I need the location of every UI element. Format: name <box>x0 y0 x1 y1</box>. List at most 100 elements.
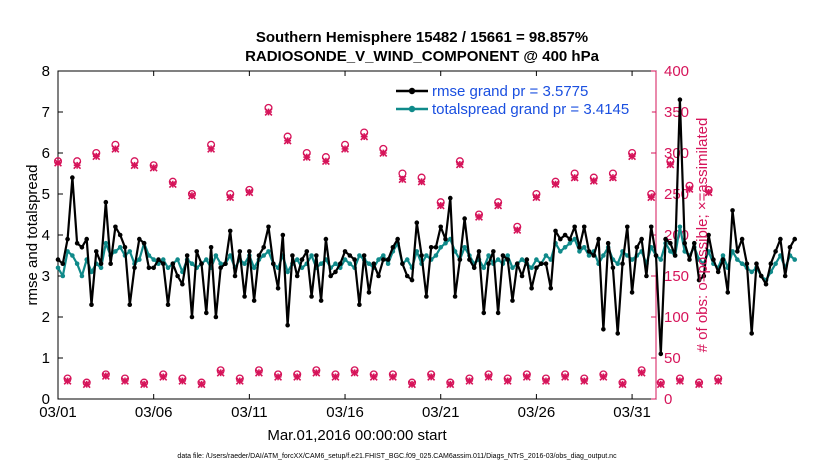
rmse-point <box>577 245 582 250</box>
rmse-point <box>180 281 185 287</box>
obs-assimilated-marker <box>561 372 570 381</box>
totalspread-point <box>227 253 233 258</box>
rmse-point <box>208 245 214 250</box>
rmse-point <box>117 232 123 238</box>
obs-assimilated-marker <box>666 160 675 169</box>
rmse-point <box>758 273 764 279</box>
obs-assimilated-marker <box>695 380 704 389</box>
totalspread-point <box>98 265 104 271</box>
y-tick-label: 5 <box>42 186 50 203</box>
x-tick-label: 03/31 <box>613 404 651 421</box>
totalspread-point <box>165 265 171 271</box>
x-tick-label: 03/01 <box>39 404 77 421</box>
totalspread-point <box>342 257 348 262</box>
totalspread-point <box>103 240 109 246</box>
rmse-point <box>447 195 453 201</box>
x-tick-label: 03/06 <box>135 404 173 421</box>
obs-assimilated-marker <box>149 163 158 172</box>
rmse-point <box>65 236 70 242</box>
totalspread-point <box>529 265 534 271</box>
obs-assimilated-marker <box>331 372 340 381</box>
rmse-point <box>668 240 673 246</box>
rmse-point <box>481 310 487 316</box>
rmse-point <box>132 265 137 271</box>
rmse-point <box>175 273 180 279</box>
rmse-point <box>70 175 75 180</box>
rmse-point <box>376 273 381 279</box>
rmse-point <box>658 351 664 357</box>
rmse-point <box>677 97 683 102</box>
obs-assimilated-marker <box>101 372 110 381</box>
obs-assimilated-marker <box>207 144 216 153</box>
totalspread-point <box>601 253 606 258</box>
rmse-point <box>682 240 688 246</box>
rmse-point <box>735 249 740 254</box>
totalspread-point <box>381 253 386 258</box>
rmse-point <box>156 257 161 262</box>
totalspread-point <box>495 257 501 262</box>
obs-assimilated-marker <box>522 372 531 381</box>
totalspread-point <box>773 261 778 267</box>
rmse-point <box>505 257 510 262</box>
rmse-point <box>711 257 716 262</box>
totalspread-point <box>285 269 290 275</box>
rmse-point <box>706 232 711 238</box>
rmse-point <box>357 302 362 308</box>
totalspread-point <box>543 253 549 258</box>
rmse-point <box>620 261 625 267</box>
rmse-point <box>749 331 754 336</box>
obs-assimilated-marker <box>455 160 464 169</box>
totalspread-point <box>629 257 635 262</box>
obs-assimilated-marker <box>235 376 244 385</box>
totalspread-point <box>739 261 745 267</box>
x-axis-ticks: 03/01 03/06 03/11 03/16 03/21 03/26 03/31 <box>39 71 651 421</box>
x-tick-label: 03/16 <box>326 404 364 421</box>
rmse-point <box>648 224 654 230</box>
totalspread-point <box>577 249 582 254</box>
data-file-footnote: data file: /Users/raeder/DAI/ATM_forcXX/… <box>177 453 617 460</box>
obs-assimilated-marker <box>302 153 311 162</box>
right-tick-label: 400 <box>664 63 689 80</box>
rmse-point <box>213 314 219 320</box>
rmse-point <box>79 245 85 250</box>
totalspread-point <box>404 257 410 262</box>
rmse-point <box>639 236 644 242</box>
rmse-point <box>701 273 707 279</box>
totalspread-point <box>658 257 664 262</box>
rmse-point <box>223 261 228 267</box>
rmse-point <box>687 257 692 262</box>
rmse-point <box>318 298 324 303</box>
y-tick-label: 0 <box>42 391 50 408</box>
obs-assimilated-marker <box>436 201 445 210</box>
rmse-point <box>361 253 367 258</box>
obs-assimilated-marker <box>140 380 149 389</box>
rmse-point <box>778 236 783 242</box>
totalspread-point <box>366 261 372 267</box>
obs-assimilated-marker <box>513 226 522 235</box>
obs-assimilated-marker <box>494 201 503 210</box>
totalspread-point <box>251 265 257 271</box>
rmse-point <box>591 253 597 258</box>
y-tick-label: 8 <box>42 63 50 80</box>
totalspread-point <box>74 261 80 267</box>
rmse-point <box>419 253 424 258</box>
rmse-point <box>390 245 396 250</box>
totalspread-point <box>548 257 554 262</box>
obs-assimilated-marker <box>321 157 330 166</box>
rmse-point <box>644 273 649 279</box>
rmse-point <box>605 240 611 246</box>
rmse-point <box>242 294 247 299</box>
totalspread-point <box>218 261 223 267</box>
totalspread-point <box>55 265 61 271</box>
obs-assimilated-marker <box>245 188 254 197</box>
plot-area <box>57 70 657 400</box>
obs-assimilated-marker <box>570 173 579 182</box>
chart-title-line2: RADIOSONDE_V_WIND_COMPONENT @ 400 hPa <box>245 48 600 65</box>
rmse-point <box>553 228 558 234</box>
totalspread-point <box>462 245 467 250</box>
rmse-point <box>328 273 333 279</box>
rmse-point <box>290 253 295 258</box>
rmse-point <box>275 286 281 291</box>
rmse-point <box>323 236 329 242</box>
rmse-point <box>696 277 702 283</box>
